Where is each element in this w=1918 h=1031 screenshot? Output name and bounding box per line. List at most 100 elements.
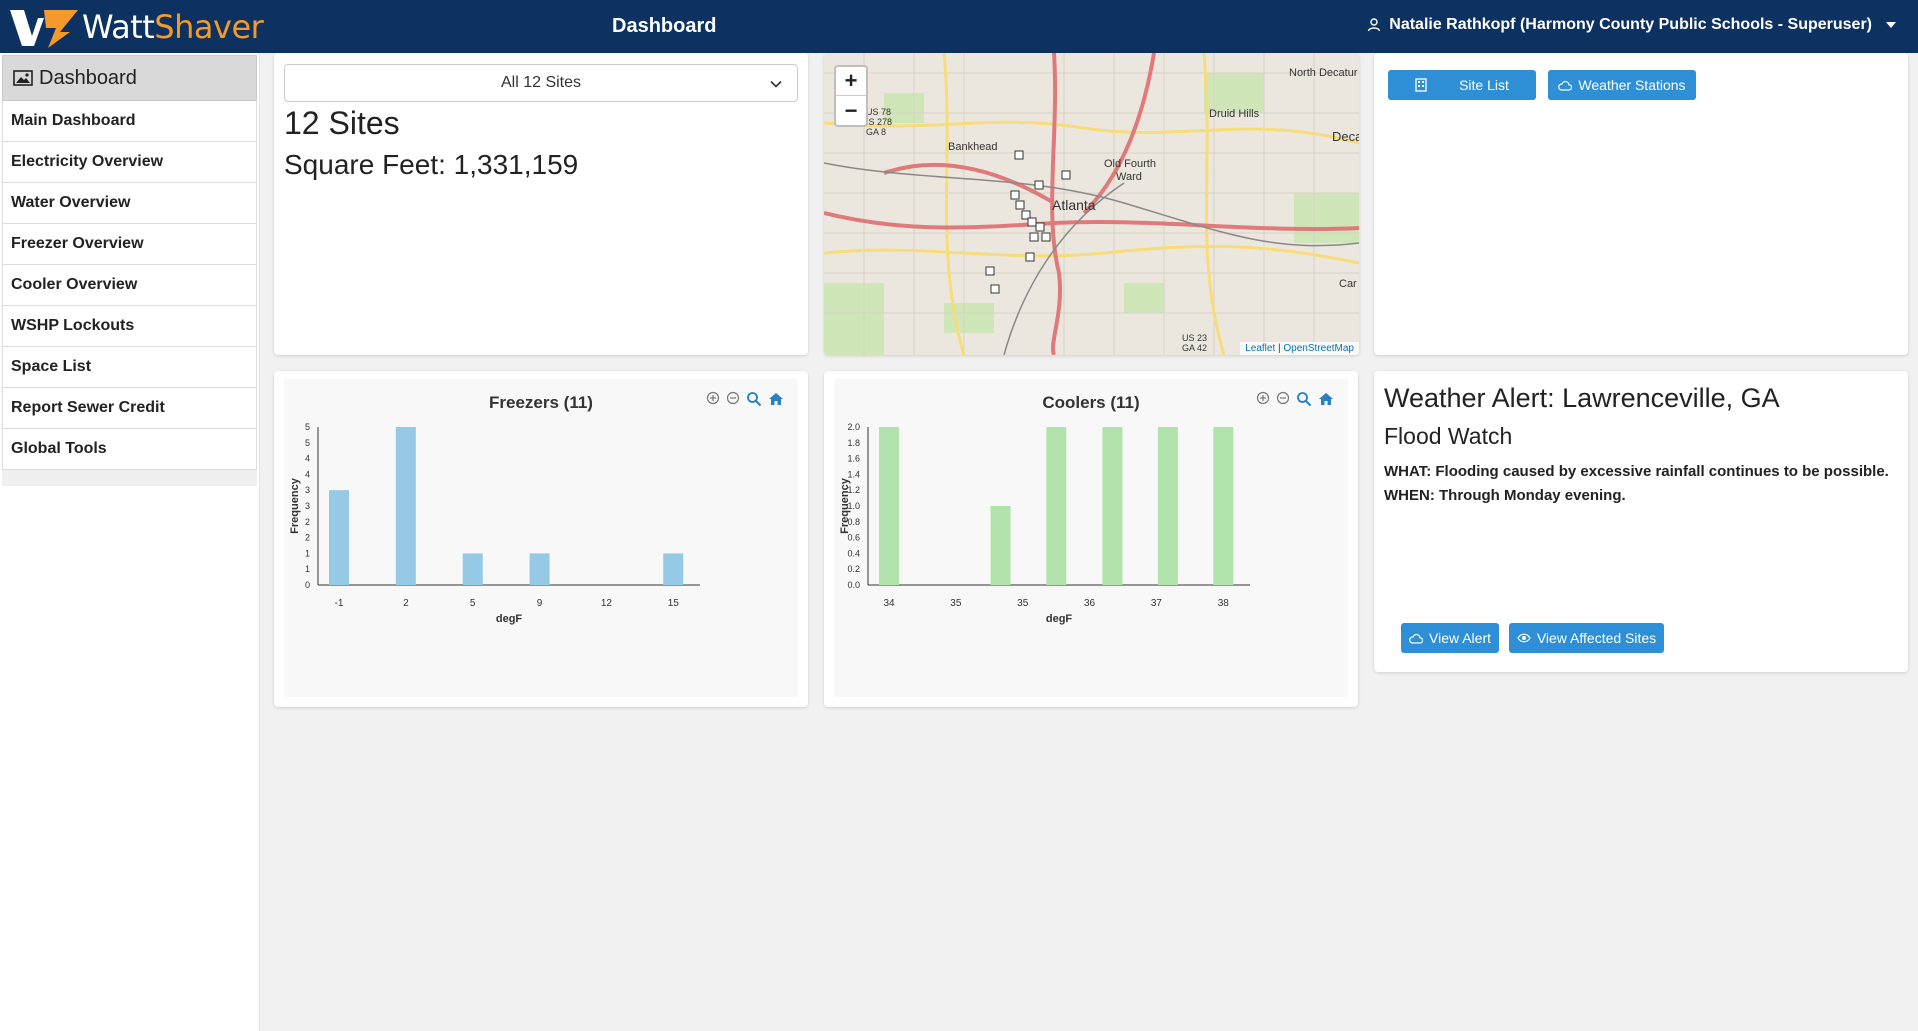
map-label: Bankhead [948,141,998,153]
search-icon[interactable] [746,391,762,407]
histogram-bar [879,427,900,585]
user-menu[interactable]: Natalie Rathkopf (Harmony County Public … [1367,16,1896,34]
sidebar-item-global-tools[interactable]: Global Tools [2,429,257,470]
sidebar-item-water-overview[interactable]: Water Overview [2,183,257,224]
histogram-bar [329,490,350,585]
y-tick-label: 0.6 [847,533,860,543]
weather-alert-card: Weather Alert: Lawrenceville, GA Flood W… [1374,371,1908,672]
view-affected-sites-button[interactable]: View Affected Sites [1509,623,1664,653]
coolers-chart-card: 0.0 0.2 0.4 0.6 0.8 1.0 1.2 1.4 1.6 1.8 2.0 34 35 35 3… [824,371,1358,707]
zoom-in-icon[interactable] [1256,391,1270,405]
square-feet: Square Feet: 1,331,159 [284,149,579,180]
view-alert-button[interactable]: View Alert [1401,623,1499,653]
osm-link[interactable]: OpenStreetMap [1283,343,1354,354]
x-tick-label: 38 [1218,598,1230,609]
zoom-out-icon[interactable] [726,391,740,405]
y-tick-label: 1.6 [847,454,860,464]
cloud-icon [1558,80,1573,91]
sites-count: 12 Sites [284,105,400,141]
sites-map[interactable]: North Decatur Druid Hills Deca Bankhead … [824,53,1359,355]
view-alert-label: View Alert [1429,630,1491,646]
chevron-down-icon [770,80,782,88]
home-icon[interactable] [1318,391,1334,407]
histogram-bar [1046,427,1067,585]
y-tick-label: 0.0 [847,580,860,590]
sidebar-header-label: Dashboard [39,66,137,89]
search-icon[interactable] [1296,391,1312,407]
sidebar-item-wshp-lockouts[interactable]: WSHP Lockouts [2,306,257,347]
coolers-chart-title: Coolers (11) [1042,393,1140,412]
map-label: GA 8 [866,127,886,137]
page-title: Dashboard [612,15,717,37]
y-axis-label: Frequency [839,477,851,534]
zoom-out-icon[interactable] [1276,391,1290,405]
map-label: Deca [1332,129,1359,144]
x-tick-label: 35 [1017,598,1029,609]
histogram-bar [462,553,483,585]
links-card: Site List Weather Stations [1374,53,1908,355]
sidebar-item-electricity-overview[interactable]: Electricity Overview [2,142,257,183]
y-tick-label: 1 [305,564,310,574]
sidebar-item-label: Water Overview [11,194,131,211]
weather-stations-label: Weather Stations [1578,77,1686,93]
map-label: Ward [1116,171,1142,183]
y-tick-label: 4 [305,469,310,479]
x-tick-label: 12 [601,598,613,609]
x-tick-label: 35 [950,598,962,609]
sites-card: All 12 Sites 12 Sites Square Feet: 1,331… [274,53,808,355]
sidebar-item-freezer-overview[interactable]: Freezer Overview [2,224,257,265]
wattshaver-logo[interactable]: WattShaver [8,6,264,48]
sidebar-item-label: Main Dashboard [11,112,136,129]
histogram-bar [529,553,550,585]
freezers-chart-card: 0 1 1 2 2 3 3 4 4 5 5 -1 2 5 9 12 15 degF Frequency Freeze… [274,371,808,707]
y-tick-label: 4 [305,454,310,464]
weather-stations-button[interactable]: Weather Stations [1548,70,1696,100]
map-label: US 278 [862,117,892,127]
map-zoom-control: + − [834,65,868,127]
map-label: Atlanta [1052,197,1096,213]
site-select[interactable]: All 12 Sites [284,64,798,102]
home-icon[interactable] [768,391,784,407]
sidebar-item-label: Global Tools [11,440,107,457]
sidebar: Dashboard Main Dashboard Electricity Ove… [0,53,260,1031]
zoom-in-button[interactable]: + [836,67,866,96]
sidebar-item-report-sewer-credit[interactable]: Report Sewer Credit [2,388,257,429]
coolers-histogram: 0.0 0.2 0.4 0.6 0.8 1.0 1.2 1.4 1.6 1.8 2.0 34 35 35 3… [839,422,1250,625]
histogram-bar [1102,427,1123,585]
sidebar-header[interactable]: Dashboard [2,55,257,101]
eye-icon [1517,633,1531,643]
sidebar-item-label: Electricity Overview [11,153,164,170]
x-tick-label: 37 [1151,598,1163,609]
logo-shaver: Shaver [154,8,264,46]
x-tick-label: 5 [470,598,476,609]
histogram-bar [663,553,684,585]
y-tick-label: 0.4 [847,548,860,558]
y-tick-label: 5 [305,422,310,432]
map-tiles: North Decatur Druid Hills Deca Bankhead … [824,53,1359,355]
x-tick-label: 34 [883,598,895,609]
zoom-in-icon[interactable] [706,391,720,405]
freezers-chart: 0 1 1 2 2 3 3 4 4 5 5 -1 2 5 9 12 15 degF Frequency Freeze… [284,379,798,697]
histogram-bar [1157,427,1178,585]
zoom-out-button[interactable]: − [844,97,858,123]
x-tick-label: 2 [403,598,409,609]
logo-wordmark: WattShaver [82,8,264,46]
weather-alert-what: WHAT: Flooding caused by excessive rainf… [1384,463,1889,480]
sidebar-item-space-list[interactable]: Space List [2,347,257,388]
freezers-chart-title: Freezers (11) [489,393,593,412]
weather-alert-subtitle: Flood Watch [1384,423,1513,449]
y-tick-label: 0 [305,580,310,590]
histogram-bar [990,506,1011,585]
sidebar-item-label: Report Sewer Credit [11,399,165,416]
image-icon [13,70,33,86]
map-attribution: Leaflet | OpenStreetMap [1240,342,1359,355]
user-icon [1368,18,1381,32]
map-label: North Decatur [1289,67,1358,79]
y-axis-label: Frequency [289,477,301,534]
leaflet-link[interactable]: Leaflet [1245,343,1276,354]
map-label: GA 42 [1182,343,1207,353]
weather-alert-when: WHEN: Through Monday evening. [1384,487,1626,504]
site-list-button[interactable]: Site List [1388,70,1536,100]
sidebar-item-main-dashboard[interactable]: Main Dashboard [2,101,257,142]
sidebar-item-cooler-overview[interactable]: Cooler Overview [2,265,257,306]
